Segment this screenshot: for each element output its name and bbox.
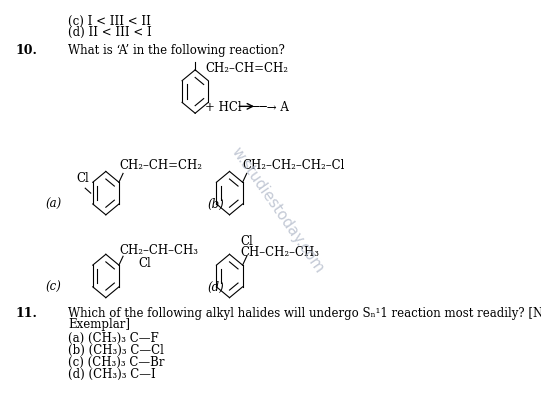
Text: Exemplar]: Exemplar] [68, 318, 130, 331]
Text: (c) (CH₃)₃ C—Br: (c) (CH₃)₃ C—Br [68, 356, 164, 369]
Text: (c) I < III < II: (c) I < III < II [68, 15, 151, 28]
Text: + HCl ───→ A: + HCl ───→ A [206, 101, 289, 114]
Text: What is ‘A’ in the following reaction?: What is ‘A’ in the following reaction? [68, 44, 285, 57]
Text: (d): (d) [208, 281, 225, 294]
Text: Cl: Cl [138, 257, 151, 270]
Text: (b) (CH₃)₃ C—Cl: (b) (CH₃)₃ C—Cl [68, 344, 164, 357]
Text: (d) (CH₃)₃ C—I: (d) (CH₃)₃ C—I [68, 368, 156, 381]
Text: Cl: Cl [241, 234, 253, 247]
Text: (d) II < III < I: (d) II < III < I [68, 26, 152, 39]
Text: Which of the following alkyl halides will undergo Sₙ¹1 reaction most readily? [N: Which of the following alkyl halides wil… [68, 307, 541, 320]
Text: Cl: Cl [76, 173, 89, 185]
Text: (b): (b) [208, 198, 225, 211]
Text: (a): (a) [45, 198, 62, 211]
Text: CH₂–CH–CH₃: CH₂–CH–CH₃ [120, 244, 199, 258]
Text: CH₂–CH=CH₂: CH₂–CH=CH₂ [206, 62, 288, 75]
Text: 11.: 11. [15, 307, 37, 320]
Text: (c): (c) [45, 281, 61, 294]
Text: CH₂–CH₂–CH₂–Cl: CH₂–CH₂–CH₂–Cl [242, 159, 344, 172]
Text: (a) (CH₃)₃ C—F: (a) (CH₃)₃ C—F [68, 332, 159, 345]
Text: 10.: 10. [15, 44, 37, 57]
Text: CH–CH₂–CH₃: CH–CH₂–CH₃ [241, 246, 320, 259]
Text: w.studiestoday.com: w.studiestoday.com [229, 145, 327, 276]
Text: CH₂–CH=CH₂: CH₂–CH=CH₂ [120, 159, 202, 172]
